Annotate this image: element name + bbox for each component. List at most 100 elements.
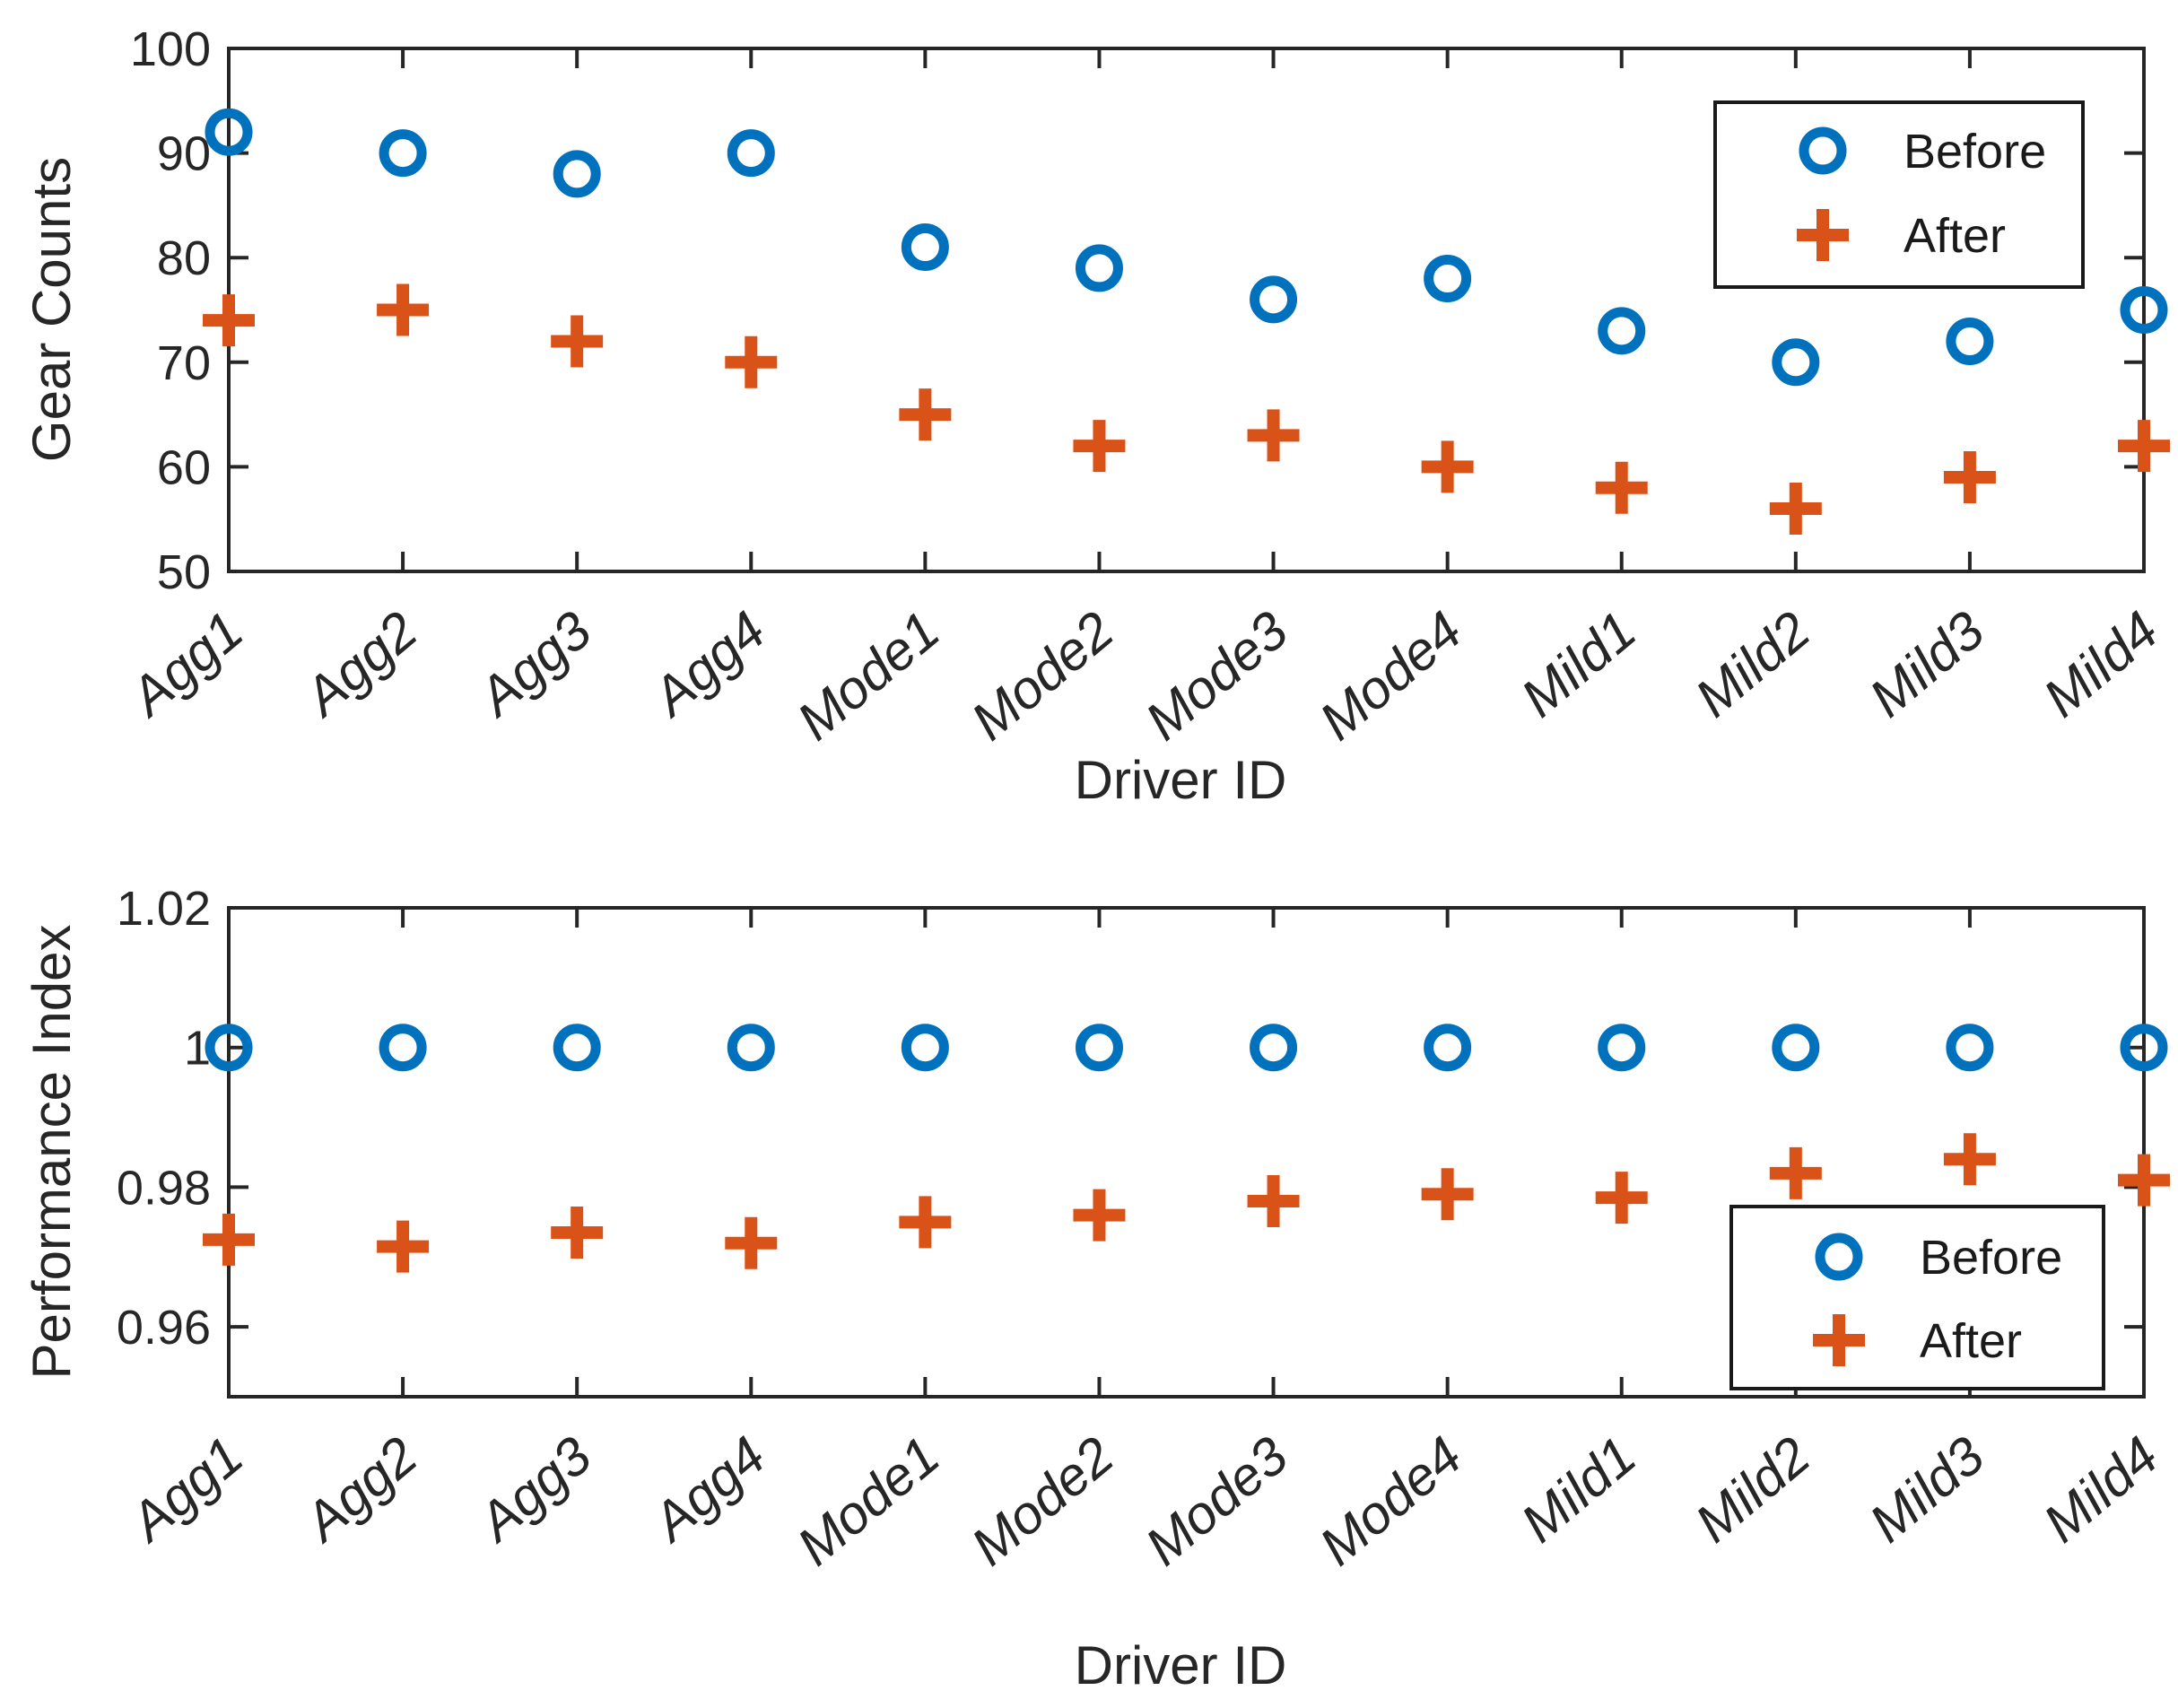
x-tick-label: Mode2 <box>960 1425 1125 1577</box>
before-marker-circle <box>2120 286 2168 334</box>
before-marker-circle <box>1772 338 1820 387</box>
after-marker-plus <box>2118 1154 2170 1207</box>
x-tick-label: Agg3 <box>466 600 603 728</box>
x-tick-label: Mode4 <box>1308 1425 1473 1577</box>
before-marker-circle <box>379 1024 427 1072</box>
x-tick-label: Mode1 <box>786 1425 951 1577</box>
before-marker-circle <box>727 1024 775 1072</box>
after-marker-plus <box>1769 483 1822 536</box>
legend-before-marker-icon <box>1815 1233 1863 1281</box>
y-tick-label: 60 <box>157 440 211 494</box>
y-tick-label: 0.96 <box>117 1301 211 1355</box>
x-tick-label: Mode2 <box>960 600 1125 752</box>
after-marker-plus <box>899 388 952 441</box>
x-tick-label: Agg1 <box>118 1425 255 1554</box>
y-tick-label: 50 <box>157 545 211 599</box>
x-tick-label: Mode3 <box>1134 1425 1299 1577</box>
y-axis-label: Performance Index <box>22 925 82 1380</box>
legend-before-marker-icon <box>1799 126 1847 175</box>
y-tick-label: 80 <box>157 231 211 285</box>
before-marker-circle <box>2120 1024 2168 1072</box>
before-marker-circle <box>901 1024 949 1072</box>
x-tick-label: Agg2 <box>292 1425 429 1554</box>
before-marker-circle <box>1424 1024 1472 1072</box>
y-tick-label: 70 <box>157 336 211 390</box>
before-marker-circle <box>379 129 427 178</box>
after-marker-plus <box>1073 1189 1126 1242</box>
before-marker-circle <box>727 129 775 178</box>
after-marker-plus <box>377 1220 430 1273</box>
x-tick-label: Mild4 <box>2032 1425 2169 1554</box>
after-marker-plus <box>377 283 430 336</box>
before-marker-circle <box>1598 307 1646 355</box>
legend-before-label: Before <box>1920 1231 2062 1285</box>
after-marker-plus <box>1421 440 1474 493</box>
x-axis-label: Driver ID <box>1075 750 1287 810</box>
x-tick-label: Agg4 <box>640 1425 777 1554</box>
before-marker-circle <box>1250 275 1298 324</box>
after-marker-plus <box>551 315 604 368</box>
bottom-chart-performance-index: Agg1 Agg2 Agg3 Agg4 Mode1 Mode2 Mode3 Mode4 Mild… <box>22 882 2170 1695</box>
after-marker-plus <box>899 1196 952 1249</box>
y-tick-label: 90 <box>157 127 211 181</box>
x-tick-label: Mode4 <box>1308 600 1473 752</box>
before-marker-circle <box>1772 1024 1820 1072</box>
x-tick-label: Mild4 <box>2032 600 2169 728</box>
before-marker-circle <box>553 1024 601 1072</box>
after-marker-plus <box>551 1207 604 1259</box>
y-tick-label: 1.02 <box>117 882 211 936</box>
legend-before-label: Before <box>1904 125 2046 179</box>
after-marker-plus <box>1943 1133 1996 1186</box>
before-marker-circle <box>1075 1024 1123 1072</box>
x-tick-label: Agg1 <box>118 600 255 728</box>
after-marker-plus <box>725 336 778 388</box>
x-tick-label: Mild2 <box>1684 1425 1821 1554</box>
x-tick-label: Agg3 <box>466 1425 603 1554</box>
after-marker-plus <box>1421 1168 1474 1221</box>
legend-after-marker-icon <box>1797 209 1849 261</box>
after-marker-plus <box>1595 1172 1648 1224</box>
y-axis-label: Gear Counts <box>22 157 82 462</box>
after-marker-plus <box>1769 1146 1822 1199</box>
x-tick-label: Mild1 <box>1510 600 1647 728</box>
before-marker-circle <box>205 1024 253 1072</box>
plot-box <box>227 906 2146 1399</box>
after-marker-plus <box>1073 420 1126 473</box>
x-tick-label: Mild3 <box>1858 1425 1995 1554</box>
x-tick-label: Mode3 <box>1134 600 1299 752</box>
after-marker-plus <box>725 1216 778 1269</box>
legend-box <box>1713 100 2085 289</box>
after-marker-plus <box>1247 1175 1300 1227</box>
x-tick-label: Mild3 <box>1858 600 1995 728</box>
x-tick-label: Mild2 <box>1684 600 1821 728</box>
before-marker-circle <box>205 108 253 156</box>
legend-box <box>1729 1205 2105 1390</box>
top-chart-gear-counts: Agg1 Agg2 Agg3 Agg4 Mode1 Mode2 Mode3 Mode4 Mild… <box>22 22 2170 810</box>
before-marker-circle <box>901 223 949 272</box>
after-marker-plus <box>1943 451 1996 504</box>
after-marker-plus <box>203 294 255 347</box>
before-marker-circle <box>1598 1024 1646 1072</box>
legend-after-label: After <box>1920 1314 2022 1368</box>
before-marker-circle <box>1424 255 1472 303</box>
x-axis-label: Driver ID <box>1075 1635 1287 1695</box>
x-tick-label: Agg4 <box>640 600 777 728</box>
before-marker-circle <box>1946 1024 1994 1072</box>
before-marker-circle <box>1946 317 1994 365</box>
legend-after-marker-icon <box>1813 1314 1865 1366</box>
before-marker-circle <box>553 150 601 198</box>
after-marker-plus <box>203 1213 255 1266</box>
after-marker-plus <box>1595 461 1648 514</box>
before-marker-circle <box>1250 1024 1298 1072</box>
x-tick-label: Mild1 <box>1510 1425 1647 1554</box>
legend-after-label: After <box>1904 209 2006 263</box>
y-tick-label: 0.98 <box>117 1161 211 1215</box>
x-tick-label: Mode1 <box>786 600 951 752</box>
y-tick-label: 100 <box>130 22 211 76</box>
before-marker-circle <box>1075 244 1123 292</box>
x-tick-label: Agg2 <box>292 600 429 728</box>
after-marker-plus <box>2118 420 2170 473</box>
after-marker-plus <box>1247 409 1300 462</box>
